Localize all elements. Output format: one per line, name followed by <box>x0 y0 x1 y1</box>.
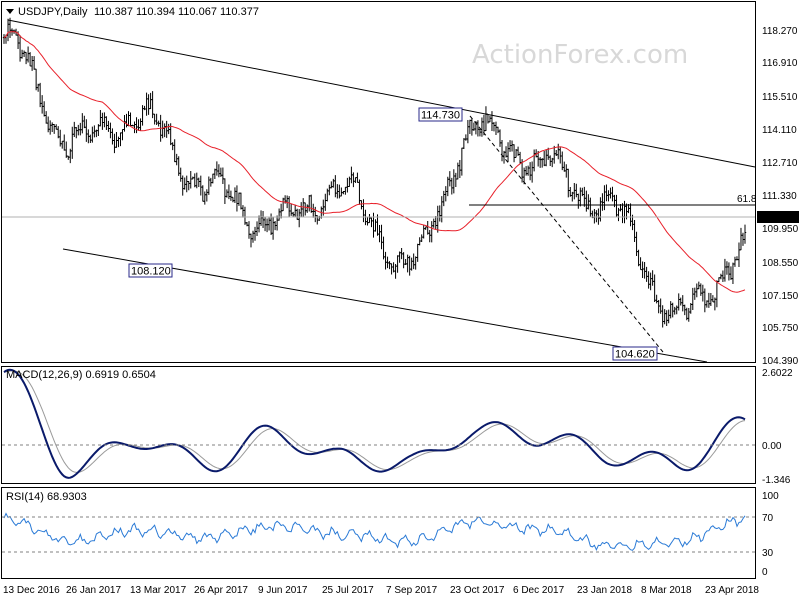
x-tick: 26 Jan 2017 <box>66 585 121 596</box>
channel-upper-line <box>7 19 756 168</box>
x-tick: 23 Oct 2017 <box>450 585 505 596</box>
price-ohlc: 110.387 110.394 110.067 110.377 <box>94 6 259 18</box>
price-tick: 105.750 <box>762 323 799 334</box>
x-tick: 23 Jan 2018 <box>577 585 632 596</box>
rsi-tick-100: 100 <box>762 491 779 502</box>
macd-tick-top: 2.6022 <box>762 368 793 379</box>
macd-plot <box>3 368 746 479</box>
svg-text:104.620: 104.620 <box>615 349 655 361</box>
x-tick: 8 Mar 2018 <box>641 585 692 596</box>
current-price-box: 110.377 <box>757 211 799 224</box>
x-tick: 13 Mar 2017 <box>130 585 187 596</box>
rsi-tick-70: 70 <box>762 513 774 524</box>
price-tick: 109.950 <box>762 224 799 235</box>
rsi-tick-0: 0 <box>762 567 768 578</box>
watermark: ActionForex.com <box>472 40 688 70</box>
price-bar <box>743 224 747 244</box>
price-tick: 118.270 <box>762 26 798 37</box>
rsi-panel-frame <box>1 487 756 579</box>
macd-tick-zero: 0.00 <box>762 441 782 452</box>
callout-114-730: 114.730 <box>418 107 463 122</box>
price-y-axis: 118.270 116.910 115.510 114.110 112.710 … <box>762 26 799 367</box>
price-tick: 104.390 <box>762 356 799 367</box>
x-tick: 23 Apr 2018 <box>705 585 759 596</box>
x-tick: 6 Dec 2017 <box>513 585 565 596</box>
rsi-tick-30: 30 <box>762 548 774 559</box>
moving-average-line <box>3 31 746 293</box>
collapse-arrow-icon[interactable] <box>6 9 14 14</box>
macd-line <box>3 368 746 479</box>
rsi-plot <box>3 512 746 552</box>
x-tick: 13 Dec 2016 <box>3 585 60 596</box>
macd-tick-bottom: -1.346 <box>762 475 791 486</box>
price-tick: 114.110 <box>762 125 797 136</box>
macd-header: MACD(12,26,9) 0.6919 0.6504 <box>6 369 156 381</box>
rsi-header: RSI(14) 68.9303 <box>6 491 87 503</box>
price-tick: 112.710 <box>762 158 798 169</box>
x-tick: 25 Jul 2017 <box>322 585 374 596</box>
x-axis: 13 Dec 2016 26 Jan 2017 13 Mar 2017 26 A… <box>3 585 759 596</box>
price-header: USDJPY,Daily <box>18 6 88 18</box>
price-tick: 116.910 <box>762 58 798 69</box>
price-tick: 111.330 <box>762 191 797 202</box>
svg-text:110.377: 110.377 <box>760 213 796 224</box>
price-tick: 108.550 <box>762 258 799 269</box>
price-plot <box>2 17 747 328</box>
fib-label: 61.8 <box>737 194 757 205</box>
price-tick: 115.510 <box>762 92 798 103</box>
rsi-line <box>3 512 746 552</box>
x-tick: 26 Apr 2017 <box>194 585 248 596</box>
price-tick: 107.150 <box>762 291 799 302</box>
callout-104-620: 104.620 <box>612 346 658 361</box>
x-tick: 9 Jun 2017 <box>258 585 308 596</box>
callout-108-120: 108.120 <box>128 263 173 278</box>
price-panel-frame <box>1 1 756 363</box>
svg-text:108.120: 108.120 <box>131 266 171 278</box>
svg-text:114.730: 114.730 <box>421 110 460 122</box>
x-tick: 7 Sep 2017 <box>386 585 438 596</box>
macd-panel-frame <box>1 366 756 484</box>
decline-dashed-line <box>469 115 664 353</box>
